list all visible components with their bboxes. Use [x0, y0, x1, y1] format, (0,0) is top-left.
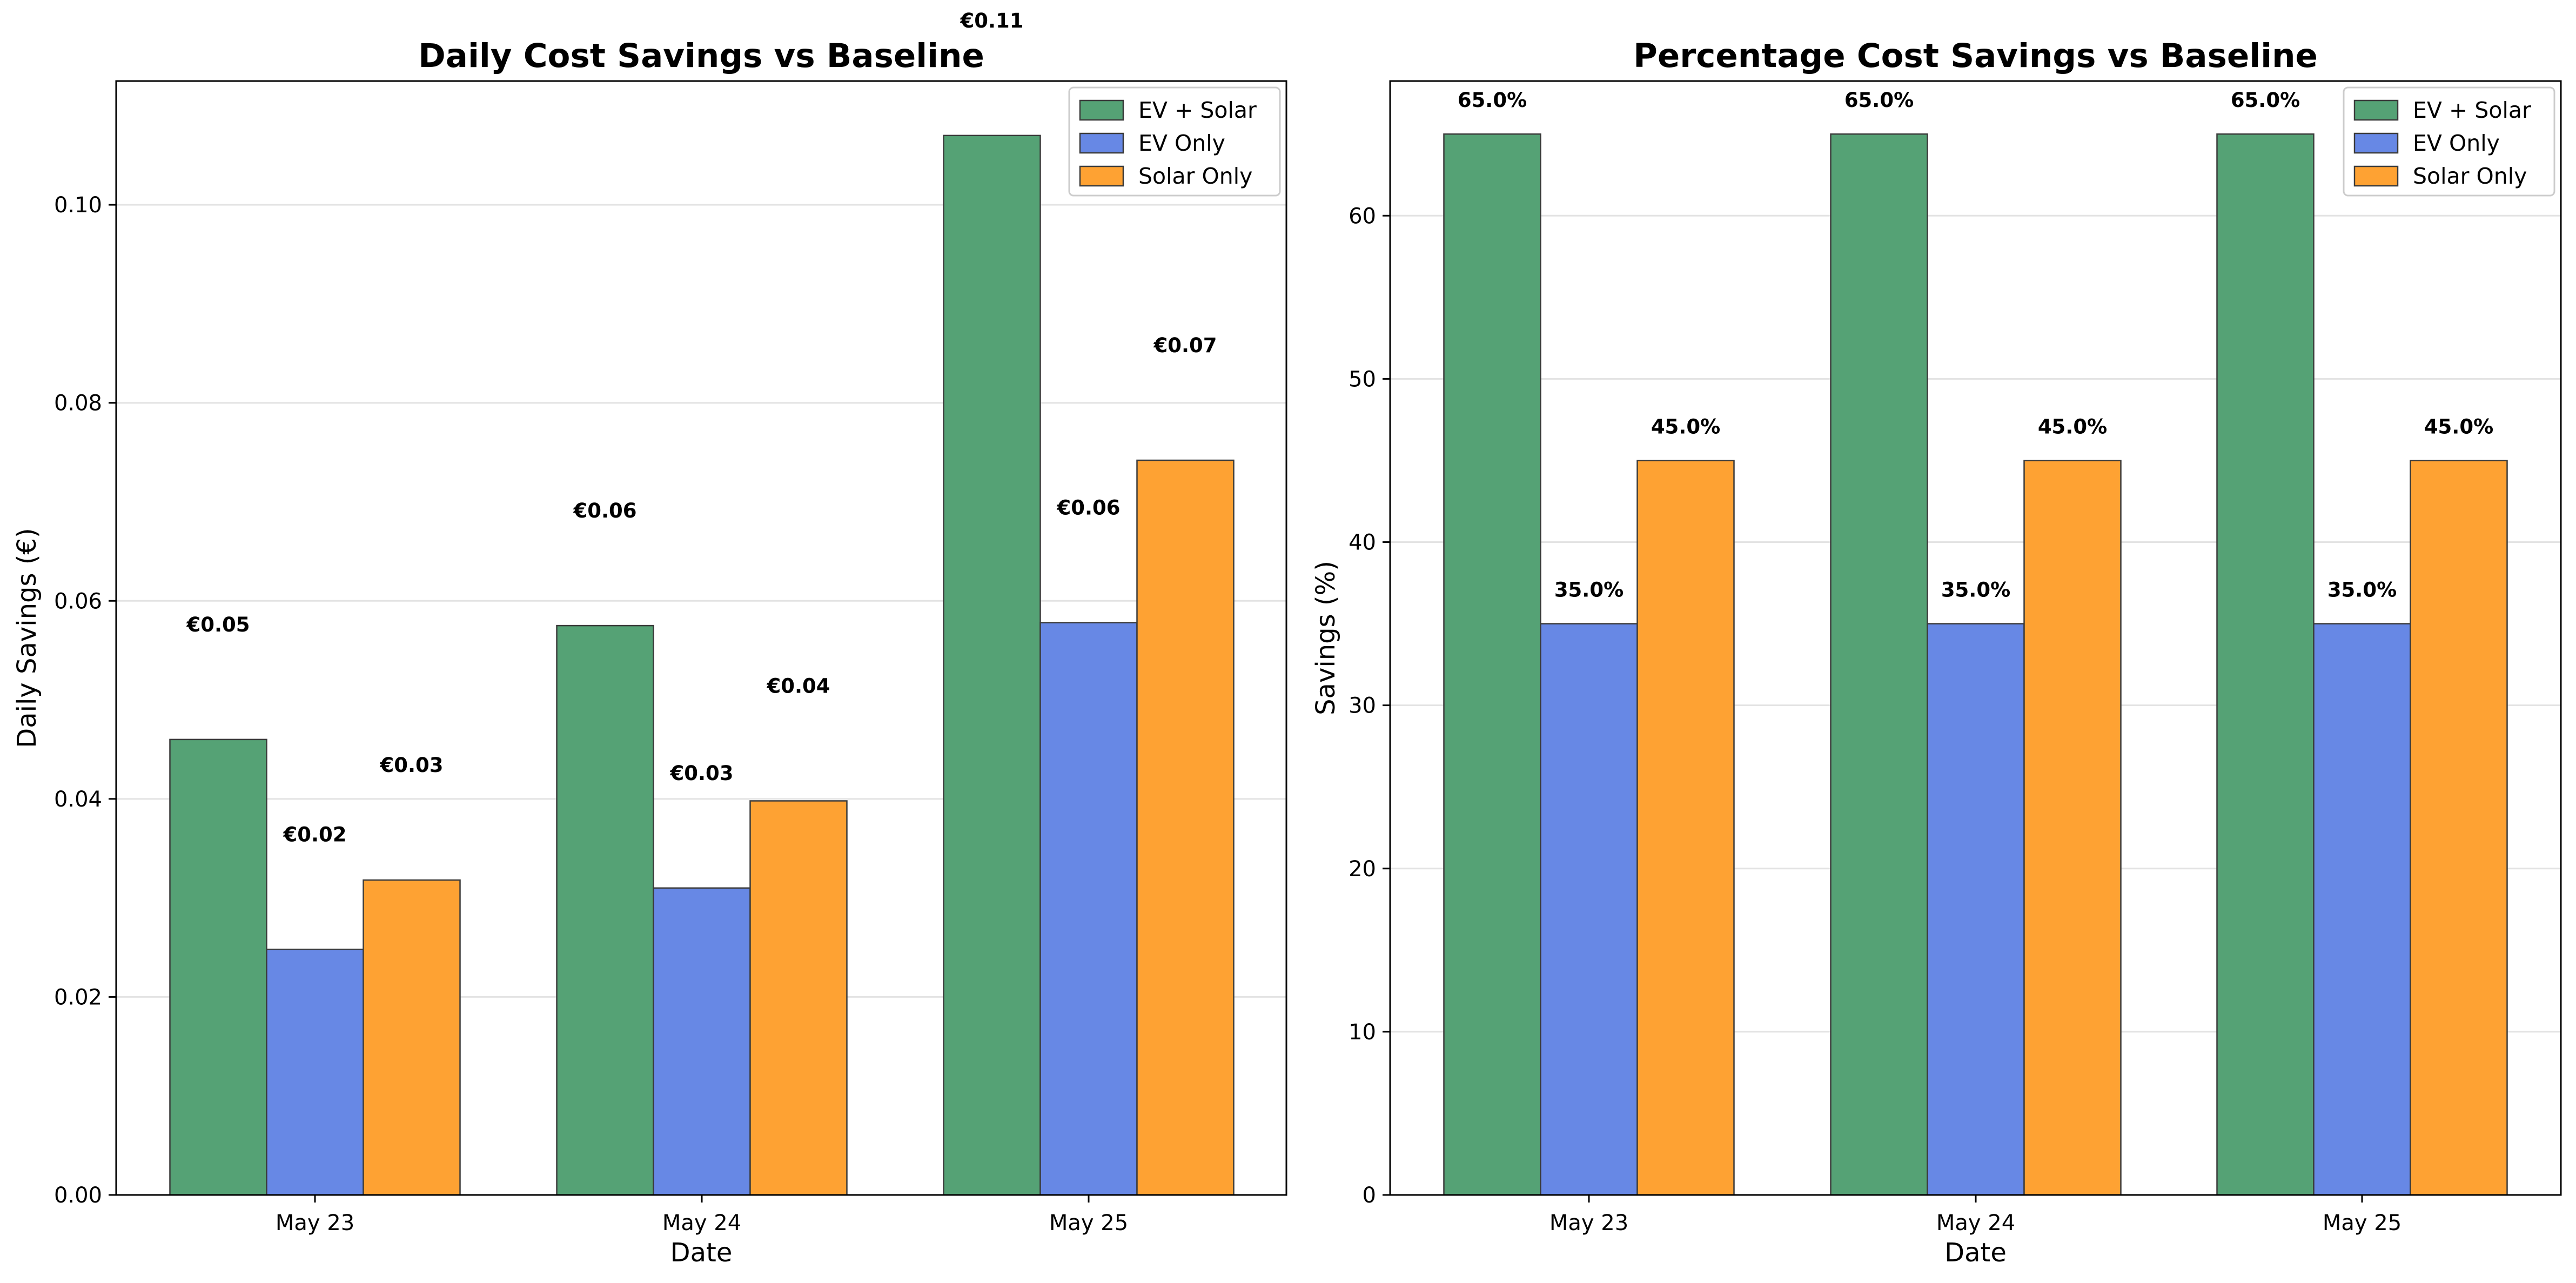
data-label: €0.05 [186, 613, 250, 636]
bar-ev-only-3 [1039, 622, 1138, 1196]
bar-ev-solar-3 [943, 135, 1041, 1196]
y-axis-label: Savings (%) [1311, 561, 1341, 715]
bar-ev-only-1 [266, 949, 364, 1196]
bar-ev-solar-2 [556, 624, 654, 1196]
data-label: €0.03 [669, 762, 733, 785]
x-tick-label: May 23 [276, 1211, 354, 1235]
data-label: 45.0% [2424, 415, 2493, 438]
data-label: €0.02 [283, 823, 346, 846]
bar-solar-only-3 [2410, 460, 2508, 1196]
y-tick-label: 0.10 [54, 193, 102, 218]
data-label: 35.0% [1941, 579, 2010, 602]
legend-label: Solar Only [2413, 163, 2527, 189]
bar-ev-only-2 [653, 887, 751, 1196]
bar-ev-only-2 [1927, 623, 2025, 1196]
chart-panel-1: €0.05 €0.02 €0.03 €0.06 €0.03 €0.04 €0.11 €0.06… [12, 9, 1287, 1268]
y-tick-label: 0.02 [54, 985, 102, 1010]
y-axis-label: Daily Savings (€) [12, 528, 42, 748]
bar-solar-only-1 [1636, 460, 1735, 1196]
data-label: €0.11 [960, 9, 1023, 32]
data-label: €0.04 [766, 675, 830, 698]
data-label: €0.06 [573, 499, 636, 522]
bar-solar-only-2 [749, 800, 848, 1196]
y-tick-label: 30 [1349, 694, 1376, 718]
y-tick-label: 0.04 [54, 787, 102, 812]
legend-label: EV + Solar [2413, 97, 2531, 123]
y-tick-label: 40 [1349, 530, 1376, 555]
data-label: €0.03 [379, 754, 443, 777]
bar-ev-only-3 [2313, 623, 2411, 1196]
bar-solar-only-3 [1136, 459, 1235, 1196]
data-label: 65.0% [1844, 89, 1914, 112]
data-label: 65.0% [1458, 89, 1527, 112]
legend-swatch [2353, 132, 2399, 154]
x-tick-label: May 24 [662, 1211, 741, 1235]
legend-swatch [2353, 99, 2399, 121]
y-tick-label: 0.00 [54, 1183, 102, 1208]
legend-swatch [1079, 132, 1124, 154]
legend: EV + Solar EV Only Solar Only [2343, 86, 2555, 197]
x-axis-label: Date [1944, 1238, 2007, 1268]
legend-label: EV + Solar [1138, 97, 1257, 123]
legend-label: EV Only [1138, 130, 1225, 156]
y-tick-label: 10 [1349, 1020, 1376, 1045]
bar-solar-only-2 [2023, 460, 2122, 1196]
chart-title: Daily Cost Savings vs Baseline [418, 37, 984, 75]
y-tick-label: 0.06 [54, 589, 102, 614]
chart-panel-2: 65.0% 35.0% 45.0% 65.0% 35.0% 45.0% 65.0% 35.0%… [1311, 37, 2562, 1268]
bar-ev-only-1 [1540, 623, 1638, 1196]
data-label: 35.0% [1554, 579, 1624, 602]
legend-swatch [1079, 165, 1124, 187]
data-label: 45.0% [1651, 415, 1720, 438]
legend-swatch [1079, 99, 1124, 121]
bar-ev-solar-3 [2216, 133, 2315, 1196]
y-tick-label: 0.08 [54, 391, 102, 416]
x-tick-label: May 24 [1936, 1211, 2015, 1235]
bar-solar-only-1 [363, 879, 461, 1196]
legend-label: EV Only [2413, 130, 2500, 156]
y-tick-label: 60 [1349, 204, 1376, 229]
x-tick-label: May 25 [1049, 1211, 1128, 1235]
y-tick-label: 50 [1349, 367, 1376, 392]
x-axis-label: Date [670, 1238, 733, 1268]
x-tick-label: May 25 [2323, 1211, 2401, 1235]
bar-ev-solar-1 [1443, 133, 1541, 1196]
legend-label: Solar Only [1138, 163, 1252, 189]
x-tick-label: May 23 [1549, 1211, 1628, 1235]
legend-swatch [2353, 165, 2399, 187]
y-tick-label: 0 [1363, 1183, 1376, 1208]
data-label: €0.07 [1153, 334, 1217, 357]
bar-ev-solar-2 [1830, 133, 1928, 1196]
chart-title: Percentage Cost Savings vs Baseline [1633, 37, 2318, 75]
data-label: 45.0% [2038, 415, 2107, 438]
y-tick-label: 20 [1349, 857, 1376, 882]
data-label: 65.0% [2231, 89, 2300, 112]
data-label: 35.0% [2327, 579, 2397, 602]
bar-ev-solar-1 [169, 738, 267, 1196]
legend: EV + Solar EV Only Solar Only [1068, 86, 1281, 197]
data-label: €0.06 [1056, 496, 1120, 520]
